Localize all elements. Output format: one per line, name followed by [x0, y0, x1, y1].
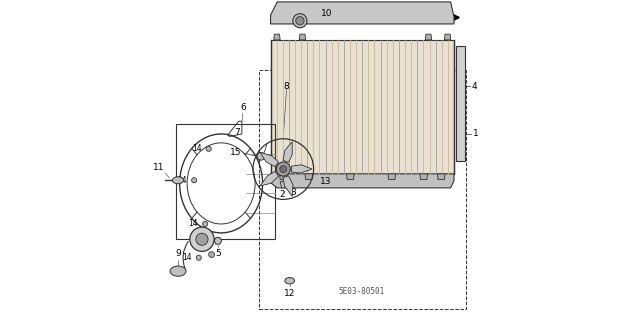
- Polygon shape: [291, 165, 312, 173]
- Polygon shape: [437, 174, 445, 180]
- Text: 4: 4: [472, 82, 477, 91]
- Polygon shape: [425, 34, 431, 40]
- Circle shape: [276, 162, 291, 176]
- Polygon shape: [283, 176, 293, 197]
- Text: 10: 10: [321, 9, 332, 18]
- Polygon shape: [280, 180, 293, 188]
- Text: 5E03-80501: 5E03-80501: [339, 287, 385, 296]
- Polygon shape: [271, 2, 454, 24]
- Polygon shape: [271, 40, 454, 174]
- Circle shape: [196, 255, 202, 260]
- Text: 13: 13: [320, 177, 332, 186]
- Circle shape: [280, 166, 287, 173]
- Ellipse shape: [172, 177, 184, 184]
- Circle shape: [190, 227, 214, 251]
- Circle shape: [196, 233, 208, 245]
- Polygon shape: [260, 152, 278, 167]
- Polygon shape: [388, 174, 396, 180]
- Polygon shape: [274, 34, 280, 40]
- Text: 6: 6: [241, 103, 246, 112]
- Circle shape: [209, 252, 214, 257]
- Polygon shape: [271, 174, 454, 188]
- Text: 15: 15: [230, 148, 241, 157]
- Text: 8: 8: [284, 82, 289, 91]
- Polygon shape: [346, 174, 354, 180]
- Circle shape: [206, 146, 211, 151]
- Text: 1: 1: [472, 130, 478, 138]
- Circle shape: [203, 221, 208, 226]
- Circle shape: [296, 17, 304, 25]
- Ellipse shape: [170, 266, 186, 276]
- Text: 9: 9: [175, 249, 181, 258]
- Polygon shape: [260, 171, 278, 186]
- Polygon shape: [214, 238, 221, 244]
- Text: 2: 2: [279, 190, 285, 199]
- Text: 11: 11: [153, 163, 164, 172]
- Text: FR.: FR.: [433, 13, 449, 22]
- Polygon shape: [420, 174, 428, 180]
- Text: 14: 14: [189, 219, 198, 228]
- Polygon shape: [280, 174, 287, 180]
- Text: 14: 14: [182, 253, 192, 262]
- Polygon shape: [300, 34, 306, 40]
- Polygon shape: [444, 34, 451, 40]
- Text: 14: 14: [192, 144, 202, 153]
- Circle shape: [293, 14, 307, 28]
- Polygon shape: [456, 46, 465, 161]
- Ellipse shape: [285, 278, 294, 284]
- Circle shape: [257, 152, 265, 160]
- Text: 7: 7: [234, 128, 240, 137]
- Text: 12: 12: [284, 289, 296, 298]
- Polygon shape: [305, 174, 313, 180]
- Circle shape: [191, 178, 196, 183]
- Text: 14: 14: [177, 176, 187, 185]
- Polygon shape: [283, 142, 292, 162]
- Text: 3: 3: [291, 189, 296, 197]
- Text: 5: 5: [215, 249, 221, 258]
